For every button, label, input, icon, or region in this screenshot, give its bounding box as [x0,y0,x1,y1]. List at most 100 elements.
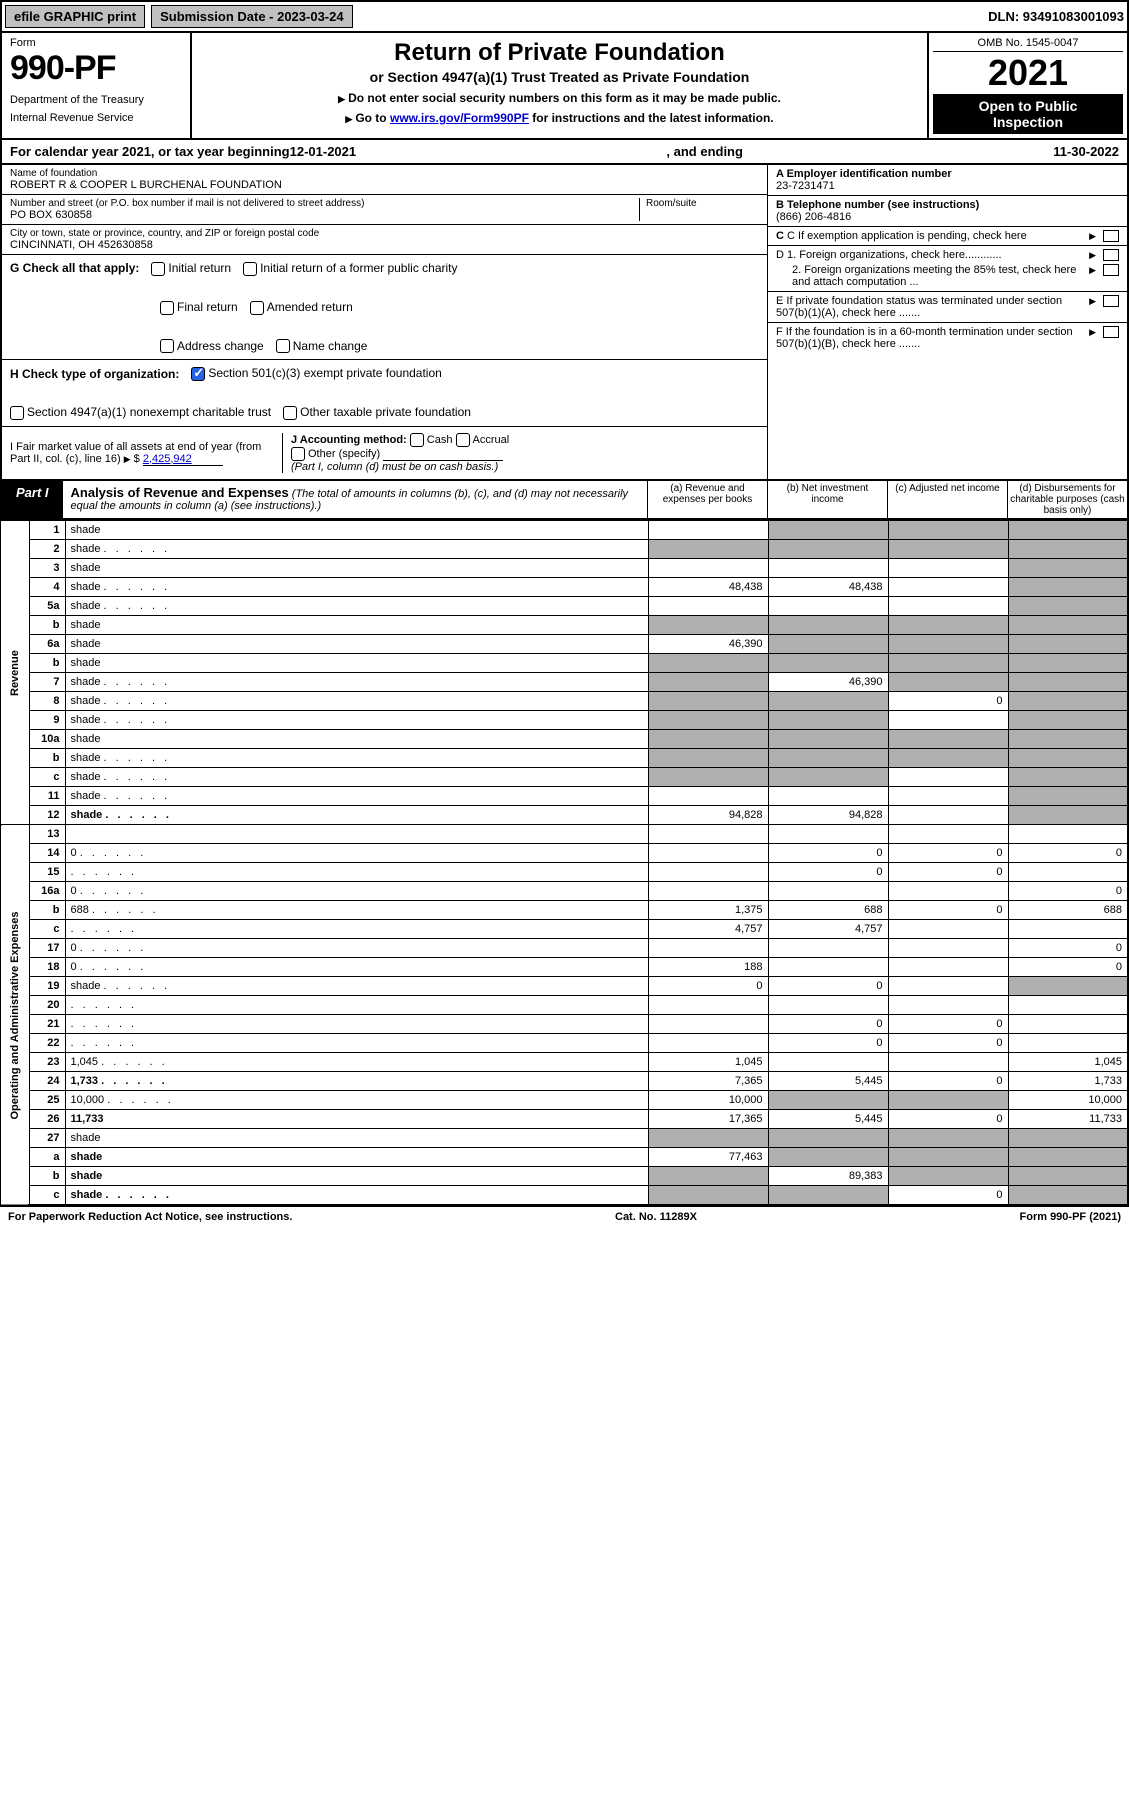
cell-c [888,787,1008,806]
cell-a [648,939,768,958]
cell-b [768,1091,888,1110]
cell-a [648,673,768,692]
cell-d [1008,635,1128,654]
irs-link[interactable]: www.irs.gov/Form990PF [390,111,529,125]
arrow-icon [345,111,355,125]
cell-c: 0 [888,1034,1008,1053]
entity-info: Name of foundation ROBERT R & COOPER L B… [0,165,1129,481]
cell-c [888,711,1008,730]
arrow-icon [1089,249,1099,261]
row-description: 0 . . . . . . [65,939,648,958]
cell-b: 0 [768,844,888,863]
d2-label: 2. Foreign organizations meeting the 85%… [776,264,1089,288]
501c3-checkbox[interactable] [191,367,205,381]
cash-checkbox[interactable] [410,433,424,447]
cell-c [888,1129,1008,1148]
initial-return-checkbox[interactable] [151,262,165,276]
row-description: shade . . . . . . [65,787,648,806]
cell-b: 0 [768,863,888,882]
ein-label: A Employer identification number [776,168,952,180]
cell-a: 77,463 [648,1148,768,1167]
row-number: c [29,768,65,787]
cell-c [888,635,1008,654]
row-description: shade . . . . . . [65,578,648,597]
cell-c [888,882,1008,901]
row-number: 22 [29,1034,65,1053]
initial-former-checkbox[interactable] [243,262,257,276]
cell-d [1008,787,1128,806]
cell-d: 11,733 [1008,1110,1128,1129]
efile-button[interactable]: efile GRAPHIC print [5,5,145,28]
instruction-1: Do not enter social security numbers on … [348,91,781,105]
row-number: 12 [29,806,65,825]
row-description: shade . . . . . . [65,540,648,559]
row-number: c [29,1186,65,1206]
cell-c [888,939,1008,958]
accrual-checkbox[interactable] [456,433,470,447]
cell-a: 1,045 [648,1053,768,1072]
cell-d [1008,711,1128,730]
amended-checkbox[interactable] [250,301,264,315]
cell-a [648,844,768,863]
row-description: shade [65,654,648,673]
name-change-checkbox[interactable] [276,339,290,353]
row-description: shade . . . . . . [65,749,648,768]
final-return-checkbox[interactable] [160,301,174,315]
cell-d [1008,1034,1128,1053]
other-taxable-checkbox[interactable] [283,406,297,420]
cell-b [768,521,888,540]
part1-title: Analysis of Revenue and Expenses (The to… [63,481,647,518]
cell-c [888,540,1008,559]
cell-b [768,1148,888,1167]
cell-b: 89,383 [768,1167,888,1186]
cell-d [1008,692,1128,711]
row-number: 5a [29,597,65,616]
cell-b [768,958,888,977]
g-label: G Check all that apply: [10,261,139,275]
cell-c [888,1148,1008,1167]
row-description: shade . . . . . . [65,673,648,692]
4947-checkbox[interactable] [10,406,24,420]
i-j-row: I Fair market value of all assets at end… [2,427,767,479]
cell-d [1008,616,1128,635]
cell-d [1008,920,1128,939]
d1-checkbox[interactable] [1103,249,1119,261]
addr-change-checkbox[interactable] [160,339,174,353]
row-description: 0 . . . . . . [65,882,648,901]
row-description: shade [65,521,648,540]
cell-a: 48,438 [648,578,768,597]
f-checkbox[interactable] [1103,326,1119,338]
footer-right: Form 990-PF (2021) [1020,1211,1122,1223]
c-checkbox[interactable] [1103,230,1119,242]
row-number: 1 [29,521,65,540]
form-number: 990-PF [10,49,182,88]
row-description: shade [65,616,648,635]
d2-checkbox[interactable] [1103,264,1119,276]
city-label: City or town, state or province, country… [10,228,759,239]
row-number: 27 [29,1129,65,1148]
cell-a: 17,365 [648,1110,768,1129]
row-number: 3 [29,559,65,578]
other-method-checkbox[interactable] [291,447,305,461]
cell-c [888,1053,1008,1072]
cell-a [648,540,768,559]
cell-b: 5,445 [768,1110,888,1129]
e-checkbox[interactable] [1103,295,1119,307]
cal-prefix: For calendar year 2021, or tax year begi… [10,144,290,159]
cell-b [768,1129,888,1148]
row-number: 8 [29,692,65,711]
cell-b [768,616,888,635]
row-description: shade . . . . . . [65,806,648,825]
cell-a [648,863,768,882]
row-number: 20 [29,996,65,1015]
fmv-value[interactable]: 2,425,942 [143,453,223,466]
g-checks: G Check all that apply: Initial return I… [2,255,767,360]
row-number: 14 [29,844,65,863]
cell-a: 1,375 [648,901,768,920]
cell-c [888,1091,1008,1110]
cell-a [648,1015,768,1034]
cell-b: 94,828 [768,806,888,825]
cell-c: 0 [888,1110,1008,1129]
open-public-badge: Open to Public Inspection [933,94,1123,134]
c-label: C If exemption application is pending, c… [787,230,1027,242]
